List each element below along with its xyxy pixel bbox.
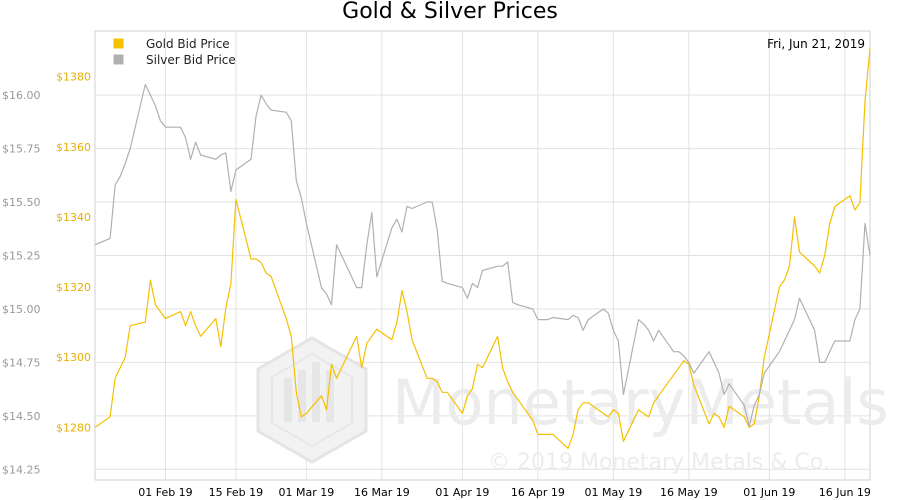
grid-lines [95, 31, 870, 480]
y-left-tick-label: $15.50 [2, 196, 41, 209]
x-tick-label: 01 Jun 19 [743, 486, 795, 499]
x-tick-label: 16 Mar 19 [354, 486, 410, 499]
y-left-tick-label: $16.00 [2, 89, 41, 102]
watermark-copyright: © 2019 Monetary Metals & Co. [488, 450, 830, 475]
x-tick-label: 16 Apr 19 [511, 486, 565, 499]
y-right-tick-label: $1360 [56, 141, 91, 154]
legend-swatch-gold[interactable] [112, 37, 125, 50]
y-right-tick-label: $1320 [56, 281, 91, 294]
y-right-tick-label: $1380 [56, 71, 91, 84]
x-tick-label: 01 Feb 19 [138, 486, 192, 499]
chart-title: Gold & Silver Prices [342, 0, 558, 24]
y-left-tick-label: $14.75 [2, 356, 41, 369]
y-left-tick-label: $15.25 [2, 250, 41, 263]
legend-label-gold[interactable]: Gold Bid Price [146, 37, 230, 51]
y-left-tick-label: $15.00 [2, 303, 41, 316]
x-tick-label: 16 Jun 19 [819, 486, 871, 499]
y-left-tick-label: $15.75 [2, 143, 41, 156]
x-tick-label: 15 Feb 19 [209, 486, 263, 499]
watermark-logo-icon [256, 336, 368, 464]
series-line-silver[interactable] [94, 83, 871, 428]
y-right-tick-label: $1340 [56, 211, 91, 224]
current-date-label: Fri, Jun 21, 2019 [767, 37, 865, 51]
x-tick-label: 01 Apr 19 [435, 486, 489, 499]
tick-labels: $14.25 $14.50 $14.75 $15.00 $15.25 $15.50 $15.… [2, 71, 871, 499]
y-right-tick-label: $1300 [56, 351, 91, 364]
y-left-tick-label: $14.50 [2, 410, 41, 423]
watermark-name: MonetaryMetals [392, 366, 889, 439]
x-tick-label: 01 Mar 19 [278, 486, 334, 499]
series-layer [94, 48, 871, 449]
legend-swatch-silver[interactable] [112, 53, 125, 66]
y-left-tick-label: $14.25 [2, 463, 41, 476]
series-line-gold[interactable] [94, 48, 871, 449]
legend-label-silver[interactable]: Silver Bid Price [146, 53, 236, 67]
legend: Gold Bid Price Silver Bid Price [112, 37, 236, 67]
y-right-tick-label: $1280 [56, 421, 91, 434]
x-tick-label: 16 May 19 [660, 486, 718, 499]
x-tick-label: 01 May 19 [584, 486, 642, 499]
